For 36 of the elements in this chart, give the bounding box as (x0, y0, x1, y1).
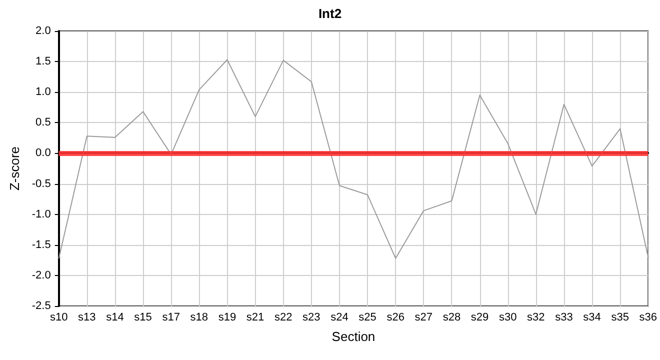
x-tick-label: s14 (106, 312, 124, 324)
y-tick-label: -1.0 (32, 208, 51, 220)
y-axis-title: Z-score (7, 146, 22, 191)
x-tick-label: s26 (386, 312, 404, 324)
x-tick-label: s30 (498, 312, 517, 324)
x-tick-label: s23 (302, 312, 320, 324)
x-tick-label: s25 (358, 312, 376, 324)
y-tick-label: 0.0 (36, 147, 51, 160)
x-tick-label: s36 (639, 312, 658, 324)
x-tick-label: s22 (274, 312, 292, 324)
x-tick-label: s21 (246, 312, 264, 324)
y-tick-label: -1.5 (32, 238, 51, 251)
x-tick-label: s35 (611, 312, 629, 324)
x-tick-label: s24 (330, 312, 348, 324)
chart-title: Int2 (318, 6, 342, 21)
x-tick-label: s33 (555, 312, 573, 324)
x-tick-label: s27 (414, 312, 433, 324)
y-tick-label: -0.5 (32, 178, 51, 190)
y-tick-label: 0.5 (36, 116, 51, 129)
x-tick-label: s28 (442, 312, 461, 324)
y-tick-label: -2.0 (32, 269, 51, 282)
x-tick-label: s10 (50, 312, 68, 324)
x-tick-label: s19 (218, 312, 236, 324)
x-tick-label: s32 (527, 312, 545, 324)
y-tick-label: 2.0 (36, 25, 51, 37)
x-tick-label: s29 (470, 312, 489, 324)
y-tick-label: -2.5 (32, 300, 51, 312)
line-series (58, 59, 649, 259)
x-tick-label: s15 (134, 312, 152, 324)
y-tick-label: 1.5 (36, 56, 51, 68)
x-tick-label: s18 (190, 312, 208, 324)
x-axis-title: Section (332, 329, 376, 344)
x-tick-label: s34 (583, 312, 601, 324)
x-tick-label: s13 (78, 312, 96, 324)
y-tick-label: 1.0 (36, 86, 51, 98)
x-tick-label: s17 (162, 312, 180, 324)
